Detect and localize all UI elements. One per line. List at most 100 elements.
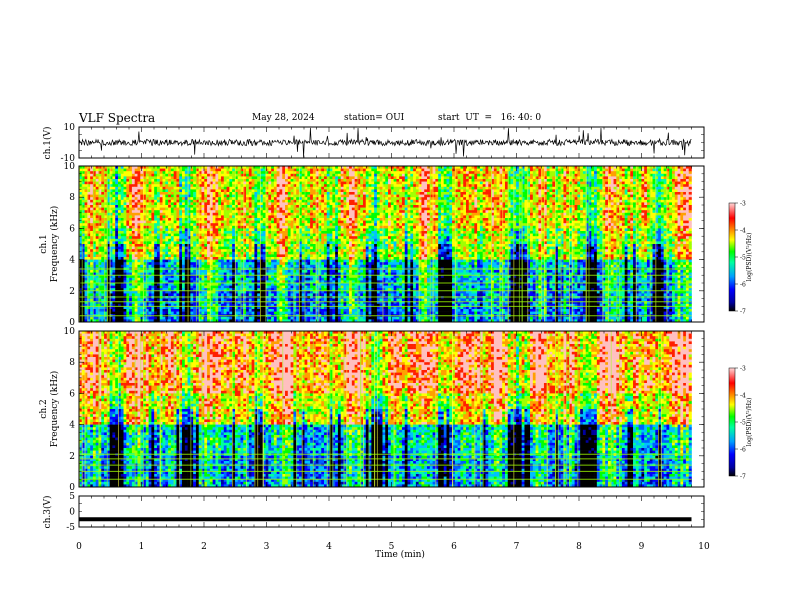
spectrogram-cell [143, 205, 147, 208]
spectrogram-cell [223, 189, 227, 193]
spectrogram-cell [312, 181, 316, 185]
spectrogram-cell [349, 218, 353, 221]
spectrogram-cell [187, 179, 191, 182]
spectrogram-cell [223, 186, 227, 190]
spectrogram-cell [427, 171, 431, 175]
spectrogram-cell [307, 168, 311, 172]
spectrogram-cell [477, 189, 481, 193]
spectrogram-cell [176, 181, 180, 185]
spectrogram-cell [454, 218, 458, 221]
spectrogram-cell [499, 186, 503, 190]
spectrogram-cell [282, 207, 286, 211]
spectrogram-cell [591, 168, 595, 172]
spectrogram-cell [312, 194, 316, 198]
spectrogram-cell [271, 181, 275, 185]
spectrogram-cell [365, 184, 369, 188]
spectrogram-cell [156, 194, 161, 198]
spectrogram-cell [549, 210, 553, 214]
spectrogram-cell [446, 173, 450, 177]
spectrogram-cell [240, 220, 244, 224]
spectrogram-cell [438, 223, 442, 227]
spectrogram-cell [610, 194, 614, 198]
spectrogram-cell [390, 176, 394, 180]
spectrogram-cell [282, 212, 286, 216]
spectrogram-cell [446, 166, 450, 169]
spectrogram-cell [237, 176, 241, 180]
spectrogram-cell [190, 179, 194, 182]
spectrogram-cell [382, 189, 386, 193]
spectrogram-cell [527, 197, 531, 201]
spectrogram-cell [184, 189, 188, 193]
spectrogram-cell [429, 184, 433, 188]
spectrogram-cell [262, 184, 266, 188]
spectrogram-cell [513, 207, 517, 211]
spectrogram-cell [396, 189, 400, 193]
spectrogram-cell [399, 189, 403, 193]
spectrogram-cell [630, 202, 634, 206]
start-time-label: start UT = 16: 40: 0 [438, 113, 541, 123]
spectrogram-cell [207, 173, 211, 177]
spectrogram-cell [117, 205, 122, 208]
spectrogram-cell [259, 181, 264, 185]
spectrogram-cell [106, 194, 110, 198]
spectrogram-cell [226, 197, 230, 201]
spectrogram-cell [435, 171, 439, 175]
spectrogram-cell [279, 181, 283, 185]
spectrogram-cell [566, 199, 570, 203]
spectrogram-cell [212, 168, 216, 172]
spectrogram-cell [630, 199, 634, 203]
spectrogram-cell [182, 207, 186, 211]
spectrogram-cell [582, 173, 586, 177]
spectrogram-cell [184, 205, 188, 208]
spectrogram-cell [630, 218, 634, 221]
spectrogram-cell [92, 207, 96, 211]
spectrogram-cell [273, 202, 277, 206]
spectrogram-cell [680, 215, 684, 219]
spectrogram-cell [535, 202, 539, 206]
spectrogram-cell [607, 168, 612, 172]
spectrogram-cell [580, 194, 584, 198]
spectrogram-cell [151, 181, 155, 185]
spectrogram-cell [104, 173, 108, 177]
spectrogram-cell [276, 194, 280, 198]
spectrogram-cell [574, 179, 578, 182]
spectrogram-cell [399, 186, 403, 190]
spectrogram-cell [382, 179, 386, 182]
spectrogram-cell [479, 168, 483, 172]
spectrogram-cell [212, 186, 216, 190]
spectrogram-cell [585, 168, 589, 172]
spectrogram-cell [229, 171, 233, 175]
spectrogram-cell [112, 202, 116, 206]
spectrogram-cell [552, 173, 556, 177]
spectrogram-cell [318, 202, 322, 206]
spectrogram-cell [563, 192, 567, 195]
spectrogram-cell [354, 218, 358, 221]
spectrogram-cell [474, 205, 478, 208]
spectrogram-cell [449, 192, 453, 195]
spectrogram-cell [569, 207, 573, 211]
spectrogram-cell [482, 194, 486, 198]
spectrogram-cell [87, 181, 91, 185]
spectrogram-cell [271, 210, 275, 214]
spectrogram-cell [243, 205, 247, 208]
spectrogram-cell [232, 181, 236, 185]
spectrogram-cell [404, 176, 408, 180]
spectrogram-cell [479, 210, 483, 214]
spectrogram-cell [126, 166, 130, 169]
spectrogram-cell [243, 210, 247, 214]
spectrogram-cell [566, 181, 570, 185]
spectrogram-cell [566, 166, 570, 169]
spectrogram-cell [379, 189, 383, 193]
spectrogram-cell [165, 223, 169, 227]
spectrogram-cell [271, 184, 275, 188]
spectrogram-cell [401, 186, 406, 190]
spectrogram-cell [460, 202, 464, 206]
spectrogram-cell [301, 202, 305, 206]
spectrogram-cell [87, 212, 91, 216]
spectrogram-cell [549, 197, 553, 201]
spectrogram-cell [376, 181, 380, 185]
spectrogram-cell [594, 173, 598, 177]
spectrogram-cell [471, 212, 475, 216]
spectrogram-cell [485, 181, 489, 185]
spectrogram-cell [162, 192, 166, 195]
